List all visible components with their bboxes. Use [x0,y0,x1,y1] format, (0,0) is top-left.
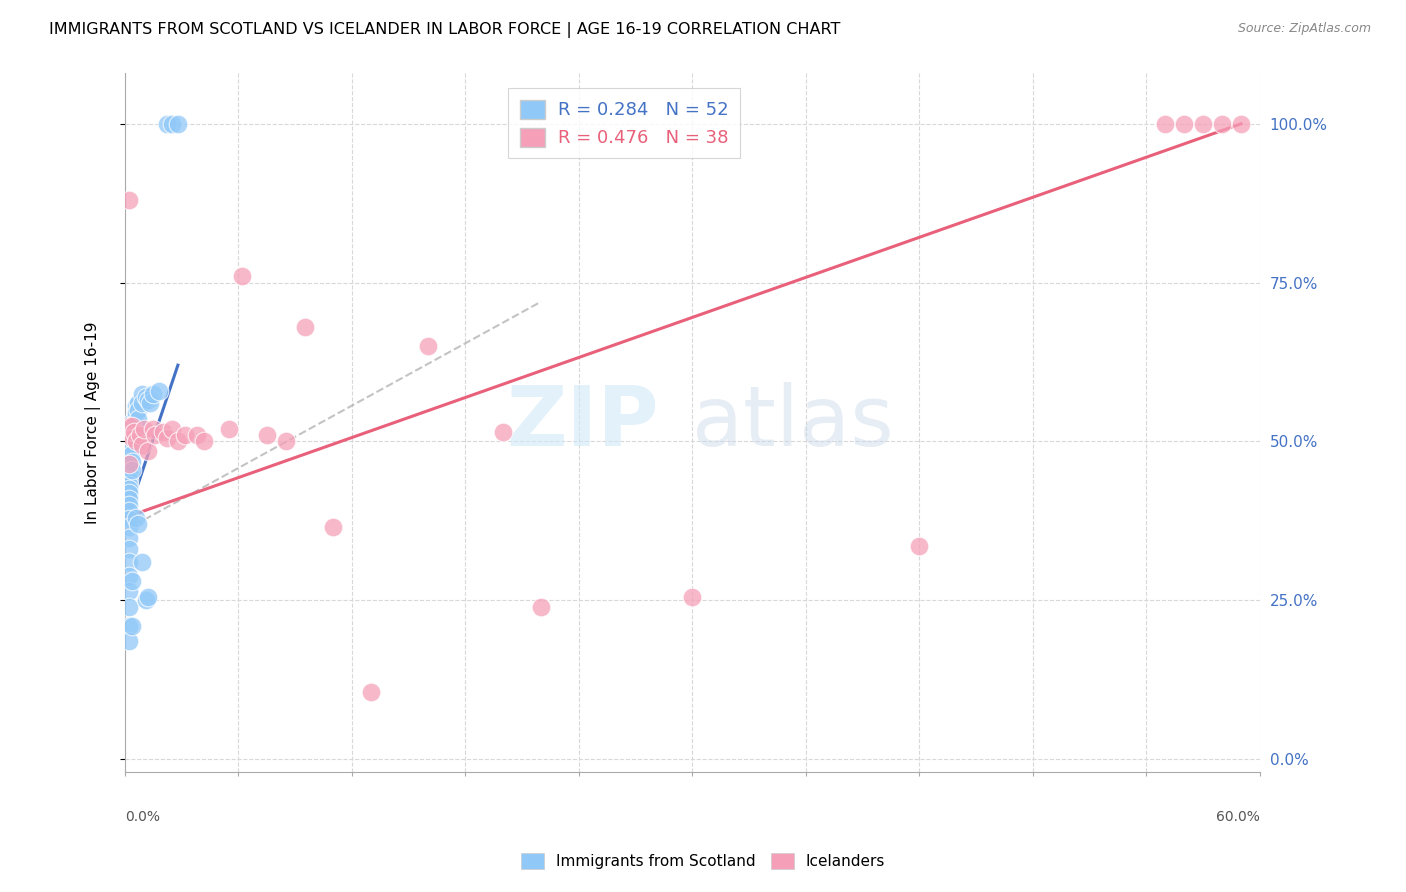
Point [121,574,143,589]
Point [121,618,143,632]
Point [132,422,155,436]
Point [1211,117,1233,131]
Point [1173,117,1195,131]
Point [218,422,240,436]
Point [121,415,143,429]
Point [118,457,141,471]
Point [155,431,177,445]
Text: IMMIGRANTS FROM SCOTLAND VS ICELANDER IN LABOR FORCE | AGE 16-19 CORRELATION CHA: IMMIGRANTS FROM SCOTLAND VS ICELANDER IN… [49,22,841,38]
Point [530,599,553,614]
Point [118,457,141,471]
Point [131,555,153,569]
Point [118,555,141,569]
Point [121,463,143,477]
Point [135,593,157,607]
Point [118,634,141,648]
Point [118,583,141,598]
Point [152,425,174,439]
Point [118,531,141,545]
Point [121,447,143,461]
Point [121,418,143,433]
Point [127,396,149,410]
Point [118,520,141,534]
Point [492,425,515,439]
Point [136,590,159,604]
Point [136,393,159,408]
Point [118,418,141,433]
Point [131,437,153,451]
Point [125,400,148,414]
Point [231,269,253,284]
Point [121,431,143,445]
Point [148,384,170,398]
Point [118,569,141,583]
Point [142,422,165,436]
Point [155,117,177,131]
Point [322,520,344,534]
Point [294,320,316,334]
Point [118,482,141,496]
Legend: R = 0.284   N = 52, R = 0.476   N = 38: R = 0.284 N = 52, R = 0.476 N = 38 [508,88,741,159]
Point [118,512,141,526]
Point [142,386,165,401]
Point [118,477,141,491]
Point [118,491,141,506]
Point [125,510,148,524]
Point [118,504,141,518]
Point [125,434,148,449]
Point [167,434,190,449]
Y-axis label: In Labor Force | Age 16-19: In Labor Force | Age 16-19 [86,321,101,524]
Point [135,390,157,404]
Point [138,396,160,410]
Point [186,428,208,442]
Point [143,428,166,442]
Point [118,193,141,207]
Point [121,422,143,436]
Text: 60.0%: 60.0% [1216,810,1260,824]
Point [160,117,183,131]
Point [118,599,141,614]
Point [167,117,190,131]
Point [193,434,215,449]
Point [118,498,141,512]
Point [256,428,278,442]
Point [1230,117,1253,131]
Point [125,425,148,439]
Point [174,428,197,442]
Point [127,516,149,531]
Point [127,412,149,426]
Point [118,428,141,442]
Point [118,467,141,482]
Point [121,455,143,469]
Point [160,422,183,436]
Point [118,463,141,477]
Point [118,486,141,500]
Point [1192,117,1215,131]
Point [131,396,153,410]
Point [127,402,149,417]
Point [121,441,143,455]
Point [360,685,382,699]
Point [129,428,152,442]
Text: atlas: atlas [693,382,894,463]
Text: ZIP: ZIP [506,382,658,463]
Text: Source: ZipAtlas.com: Source: ZipAtlas.com [1237,22,1371,36]
Point [908,539,931,553]
Point [121,435,143,450]
Point [121,428,143,442]
Text: 0.0%: 0.0% [125,810,160,824]
Point [136,444,159,458]
Point [274,434,297,449]
Point [118,542,141,557]
Point [131,386,153,401]
Point [1154,117,1177,131]
Legend: Immigrants from Scotland, Icelanders: Immigrants from Scotland, Icelanders [515,847,891,875]
Point [125,415,148,429]
Point [416,339,439,353]
Point [118,473,141,487]
Point [118,618,141,632]
Point [125,406,148,420]
Point [124,425,146,439]
Point [682,590,704,604]
